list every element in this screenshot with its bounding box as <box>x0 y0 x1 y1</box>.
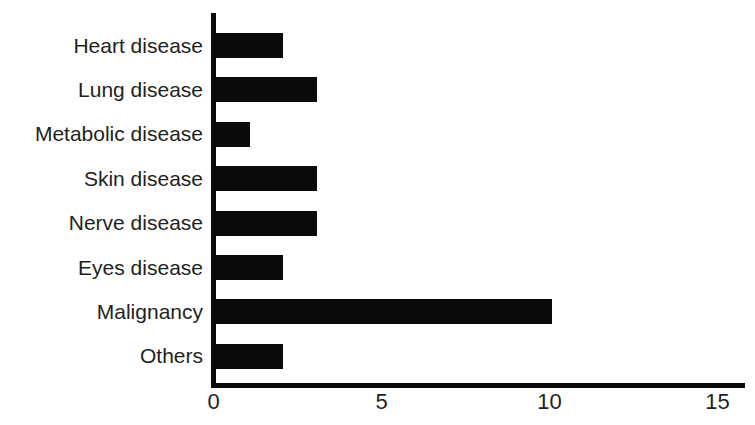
x-tick-label: 10 <box>520 389 580 415</box>
bar <box>216 122 250 147</box>
category-label: Malignancy <box>97 298 203 326</box>
category-label: Skin disease <box>84 165 203 193</box>
bar <box>216 344 283 369</box>
x-tick-label: 15 <box>688 389 748 415</box>
bar <box>216 211 317 236</box>
plot-area <box>211 13 745 388</box>
category-label: Eyes disease <box>78 254 203 282</box>
bar <box>216 77 317 102</box>
bar <box>216 33 283 58</box>
bar-chart-figure: Heart disease Lung disease Metabolic disea… <box>0 0 755 425</box>
category-label: Heart disease <box>73 32 203 60</box>
x-tick-label: 0 <box>184 389 244 415</box>
category-label: Lung disease <box>78 76 203 104</box>
category-label: Nerve disease <box>69 209 203 237</box>
bar <box>216 299 552 324</box>
bar <box>216 166 317 191</box>
bar <box>216 255 283 280</box>
x-tick-label: 5 <box>352 389 412 415</box>
category-label: Others <box>140 342 203 370</box>
category-label: Metabolic disease <box>35 120 203 148</box>
